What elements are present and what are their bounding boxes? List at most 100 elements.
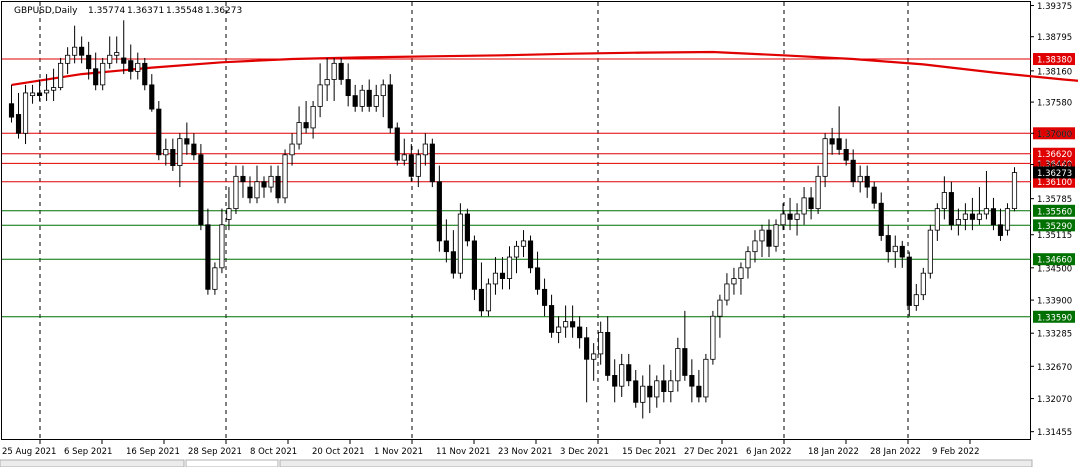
chart-tab-active[interactable] — [186, 460, 278, 467]
candle-up — [753, 241, 757, 252]
x-tick-label: 11 Nov 2021 — [436, 447, 490, 457]
candle-down — [93, 69, 97, 85]
candle-up — [227, 209, 231, 220]
symbol-label: GBPUSD,Daily — [14, 6, 78, 16]
candle-up — [297, 123, 301, 145]
candle-up — [1012, 173, 1016, 209]
candle-up — [732, 279, 736, 284]
candle-up — [760, 230, 764, 241]
candle-up — [781, 214, 785, 225]
candle-up — [620, 365, 624, 387]
candle-up — [423, 144, 427, 155]
candle-down — [409, 155, 413, 177]
candle-down — [9, 104, 13, 117]
candle-down — [199, 155, 203, 225]
candle-down — [837, 139, 841, 150]
candle-up — [739, 268, 743, 279]
candle-up — [178, 139, 182, 166]
candle-down — [991, 209, 995, 225]
chart-tabs — [0, 460, 1032, 467]
candle-up — [774, 225, 778, 247]
close-value: 1.36273 — [205, 6, 242, 16]
candle-up — [977, 214, 981, 219]
candle-down — [949, 192, 953, 224]
candle-down — [16, 114, 20, 133]
candle-down — [367, 90, 371, 106]
candle-down — [970, 214, 974, 219]
candle-up — [136, 63, 140, 71]
x-tick-label: 15 Dec 2021 — [622, 447, 676, 457]
candle-down — [248, 187, 252, 198]
candle-up — [381, 85, 385, 96]
chart-tab[interactable] — [0, 460, 184, 467]
candle-down — [150, 85, 154, 109]
candle-down — [37, 93, 41, 96]
low-value: 1.35548 — [166, 6, 203, 16]
candle-up — [641, 386, 645, 402]
candle-up — [115, 53, 119, 56]
candle-up — [718, 300, 722, 316]
candle-up — [914, 295, 918, 306]
candle-down — [192, 144, 196, 155]
x-tick-label: 16 Sep 2021 — [126, 447, 180, 457]
y-tick-label: 1.33900 — [1037, 297, 1072, 307]
x-tick-label: 25 Aug 2021 — [2, 447, 56, 457]
candle-down — [479, 289, 483, 311]
candle-down — [648, 386, 652, 397]
candle-down — [879, 203, 883, 235]
candle-up — [58, 63, 62, 87]
candle-down — [570, 322, 574, 327]
candle-up — [318, 85, 322, 107]
candle-down — [627, 365, 631, 381]
candle-down — [767, 230, 771, 246]
candle-down — [430, 144, 434, 182]
candle-down — [500, 273, 504, 278]
candle-up — [669, 381, 673, 392]
candle-up — [30, 93, 34, 96]
candle-down — [662, 381, 666, 392]
candle-up — [655, 381, 659, 397]
x-tick-label: 27 Dec 2021 — [684, 447, 738, 457]
x-tick-label: 28 Sep 2021 — [188, 447, 242, 457]
candle-down — [542, 289, 546, 305]
candle-down — [584, 338, 588, 360]
current-price-label: 1.36273 — [1037, 169, 1072, 179]
y-tick-label: 1.38795 — [1037, 33, 1072, 43]
candle-up — [269, 176, 273, 187]
candle-up — [402, 155, 406, 160]
high-value: 1.36371 — [127, 6, 164, 16]
candle-down — [690, 375, 694, 386]
candle-down — [353, 96, 357, 107]
candle-down — [907, 257, 911, 305]
candle-down — [143, 63, 147, 85]
candle-up — [51, 88, 55, 91]
candle-down — [465, 214, 469, 241]
candle-up — [725, 284, 729, 300]
candle-down — [339, 63, 343, 79]
y-tick-label: 1.31455 — [1037, 428, 1072, 438]
resistance-level-label: 1.38380 — [1037, 56, 1072, 66]
candle-up — [928, 230, 932, 273]
candle-up — [598, 332, 602, 354]
candle-down — [185, 139, 189, 144]
candle-down — [129, 61, 133, 72]
candle-up — [486, 284, 490, 311]
candle-down — [79, 47, 83, 55]
candle-down — [606, 332, 610, 375]
candle-up — [935, 209, 939, 231]
candle-down — [809, 198, 813, 209]
candle-up — [108, 55, 112, 63]
chart-tab[interactable] — [280, 460, 1032, 467]
candle-down — [171, 149, 175, 165]
candle-down — [388, 85, 392, 128]
y-tick-label: 1.37580 — [1037, 99, 1072, 109]
candle-down — [304, 123, 308, 128]
candle-up — [816, 176, 820, 208]
x-tick-label: 20 Oct 2021 — [312, 447, 365, 457]
candle-down — [262, 182, 266, 187]
candle-down — [395, 128, 399, 160]
open-value: 1.35774 — [88, 6, 125, 16]
